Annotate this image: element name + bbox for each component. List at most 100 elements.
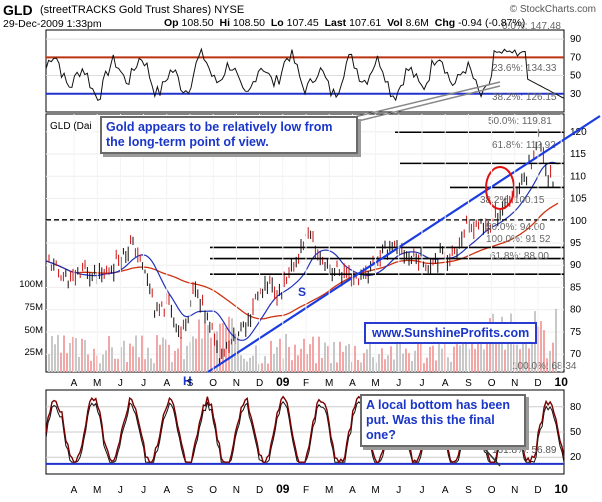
lower-month-label: N <box>233 485 240 496</box>
callout-long-term: Gold appears to be relatively low from t… <box>100 116 358 154</box>
volume-bar <box>330 363 332 372</box>
fib-level-label: 38.2%: 126.15 <box>492 92 557 103</box>
month-label: M <box>93 378 101 389</box>
volume-bar <box>417 341 419 372</box>
month-label: O <box>209 378 217 389</box>
volume-bar <box>54 344 56 372</box>
volume-bar <box>162 337 164 372</box>
volume-bar <box>393 359 395 372</box>
volume-bar <box>57 335 59 372</box>
volume-bar <box>528 348 530 372</box>
volume-bar <box>144 359 146 372</box>
volume-bar <box>429 346 431 372</box>
volume-bar <box>324 342 326 372</box>
volume-bar <box>138 357 140 372</box>
volume-bar <box>504 349 506 372</box>
month-label: J <box>141 378 146 389</box>
volume-bar <box>102 354 104 372</box>
month-label: J <box>396 378 401 389</box>
volume-bar <box>279 338 281 372</box>
volume-bar <box>495 333 497 372</box>
lower-fib-label: 161.8%: 56.89 <box>492 445 557 456</box>
volume-bar <box>174 350 176 372</box>
volume-bar <box>522 332 524 372</box>
volume-bar <box>195 338 197 372</box>
volume-bar <box>480 336 482 372</box>
volume-bar <box>126 361 128 372</box>
volume-bar <box>354 345 356 372</box>
volume-bar <box>285 334 287 372</box>
upper-tick-label: 70 <box>570 52 582 63</box>
volume-bar <box>348 344 350 372</box>
lower-month-label: S <box>187 485 194 496</box>
volume-bar <box>408 353 410 372</box>
lower-month-label: 09 <box>276 482 290 496</box>
lower-tick-label: 80 <box>570 402 582 413</box>
volume-bar <box>456 342 458 372</box>
chart-date: 29-Dec-2009 1:33pm <box>3 18 102 30</box>
upper-panel-frame <box>45 29 565 113</box>
month-label: S <box>187 378 194 389</box>
lower-month-label: M <box>325 485 333 496</box>
price-tick-label: 90 <box>570 260 582 271</box>
volume-bar <box>450 361 452 372</box>
month-label: N <box>511 378 518 389</box>
volume-bar <box>552 342 554 372</box>
lower-month-label: S <box>465 485 472 496</box>
volume-bar <box>51 335 53 372</box>
volume-bar <box>219 323 221 372</box>
lower-tick-label: 20 <box>570 452 582 463</box>
volume-bar <box>270 340 272 372</box>
volume-bar <box>489 318 491 372</box>
volume-bar <box>345 345 347 372</box>
volume-bar <box>432 345 434 372</box>
lower-month-label: J <box>118 485 123 496</box>
volume-bar <box>498 323 500 372</box>
volume-bar <box>198 319 200 372</box>
volume-bar <box>507 337 509 372</box>
lower-month-label: N <box>511 485 518 496</box>
volume-bar <box>246 361 248 372</box>
lower-month-label: O <box>488 485 496 496</box>
volume-bar <box>300 348 302 372</box>
volume-bar <box>261 363 263 372</box>
volume-bar <box>108 335 110 372</box>
shoulder-label: S <box>298 285 306 299</box>
volume-bar <box>114 358 116 372</box>
volume-bar <box>438 335 440 372</box>
month-label: D <box>534 378 541 389</box>
volume-bar <box>516 344 518 372</box>
volume-tick-label: 25M <box>25 347 44 358</box>
volume-bar <box>111 347 113 372</box>
volume-bar <box>303 338 305 372</box>
volume-bar <box>240 355 242 372</box>
volume-bar <box>483 349 485 372</box>
volume-bar <box>78 356 80 372</box>
fib-level-label: 0.0%: 147.48 <box>502 21 561 32</box>
volume-bar <box>141 335 143 372</box>
price-panel-label: GLD (Dai <box>48 121 94 132</box>
volume-bar <box>435 360 437 372</box>
volume-bar <box>60 352 62 372</box>
local-bottom-circle <box>485 166 515 210</box>
moving-average-50 <box>45 161 559 341</box>
volume-tick-label: 50M <box>25 325 44 336</box>
watermark-url: www.SunshineProfits.com <box>364 322 538 344</box>
volume-bar <box>258 363 260 372</box>
volume-bar <box>447 357 449 372</box>
volume-bar <box>294 344 296 372</box>
volume-bar <box>477 328 479 372</box>
volume-bar <box>150 358 152 372</box>
volume-bar <box>327 346 329 372</box>
long-term-trendline <box>207 115 601 373</box>
volume-bar <box>264 356 266 372</box>
volume-bar <box>414 350 416 372</box>
volume-bar <box>402 353 404 372</box>
volume-bar <box>243 358 245 372</box>
volume-bar <box>405 348 407 372</box>
lower-month-label: A <box>442 485 449 496</box>
volume-bar <box>165 339 167 372</box>
volume-bar <box>384 359 386 372</box>
upper-tick-label: 30 <box>570 89 582 100</box>
volume-bar <box>192 336 194 372</box>
